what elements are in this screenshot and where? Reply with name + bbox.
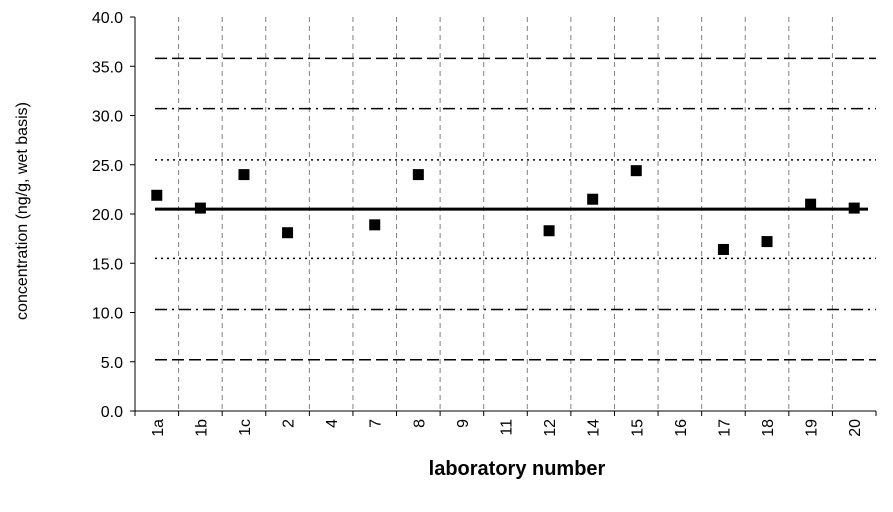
- reference-lines: [155, 57, 876, 361]
- data-point-marker: [717, 243, 729, 255]
- x-tick-label: 17: [716, 419, 733, 437]
- x-tick-label: 4: [324, 419, 341, 428]
- y-tick-label: 35.0: [92, 59, 123, 76]
- y-tick-label: 10.0: [92, 306, 123, 323]
- data-point-marker: [630, 165, 642, 177]
- axes: [130, 16, 877, 416]
- data-point-marker: [369, 219, 381, 231]
- x-tick-label: 15: [629, 419, 646, 437]
- y-tick-label: 25.0: [92, 158, 123, 175]
- y-tick-label: 30.0: [92, 109, 123, 126]
- data-point-marker: [151, 189, 163, 201]
- y-tick-label: 0.0: [101, 404, 123, 421]
- data-point-marker: [805, 198, 817, 210]
- x-tick-label: 1c: [237, 419, 254, 436]
- x-tick-labels: 1a 1b 1c 2 4 7 8 9 11 12 14 15 16 17 18 19 20: [150, 419, 864, 437]
- y-tick-label: 20.0: [92, 207, 123, 224]
- data-point-marker: [761, 236, 773, 248]
- data-points: [151, 165, 860, 255]
- y-tick-label: 5.0: [101, 355, 123, 372]
- x-tick-label: 9: [455, 419, 472, 428]
- x-tick-label: 12: [542, 419, 559, 437]
- x-tick-label: 18: [760, 419, 777, 437]
- data-point-marker: [543, 225, 555, 237]
- x-axis-label: laboratory number: [429, 458, 606, 480]
- data-point-marker: [587, 193, 599, 205]
- x-tick-label: 1b: [193, 419, 210, 437]
- y-tick-labels: 0.0 5.0 10.0 15.0 20.0 25.0 30.0 35.0 40.0: [92, 10, 123, 421]
- x-tick-label: 14: [586, 419, 603, 437]
- x-tick-label: 2: [281, 419, 298, 428]
- y-axis-label: concentration (ng/g, wet basis): [14, 102, 31, 320]
- x-tick-label: 20: [847, 419, 864, 437]
- data-point-marker: [848, 202, 860, 214]
- data-point-marker: [282, 227, 294, 239]
- x-tick-label: 16: [673, 419, 690, 437]
- x-tick-label: 1a: [150, 419, 167, 437]
- data-point-marker: [412, 169, 424, 181]
- y-tick-label: 15.0: [92, 256, 123, 273]
- data-point-marker: [194, 202, 206, 214]
- vertical-gridlines: [178, 17, 833, 411]
- y-tick-label: 40.0: [92, 10, 123, 27]
- x-tick-label: 7: [368, 419, 385, 428]
- x-tick-label: 19: [804, 419, 821, 437]
- x-tick-label: 8: [411, 419, 428, 428]
- x-tick-label: 11: [499, 419, 516, 436]
- data-point-marker: [238, 169, 250, 181]
